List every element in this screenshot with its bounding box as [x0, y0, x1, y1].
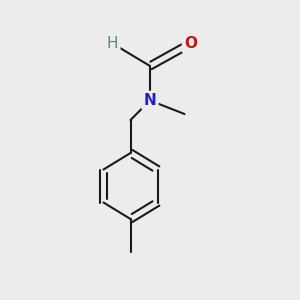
- Text: N: N: [144, 93, 156, 108]
- Text: O: O: [184, 36, 197, 51]
- Text: H: H: [107, 36, 118, 51]
